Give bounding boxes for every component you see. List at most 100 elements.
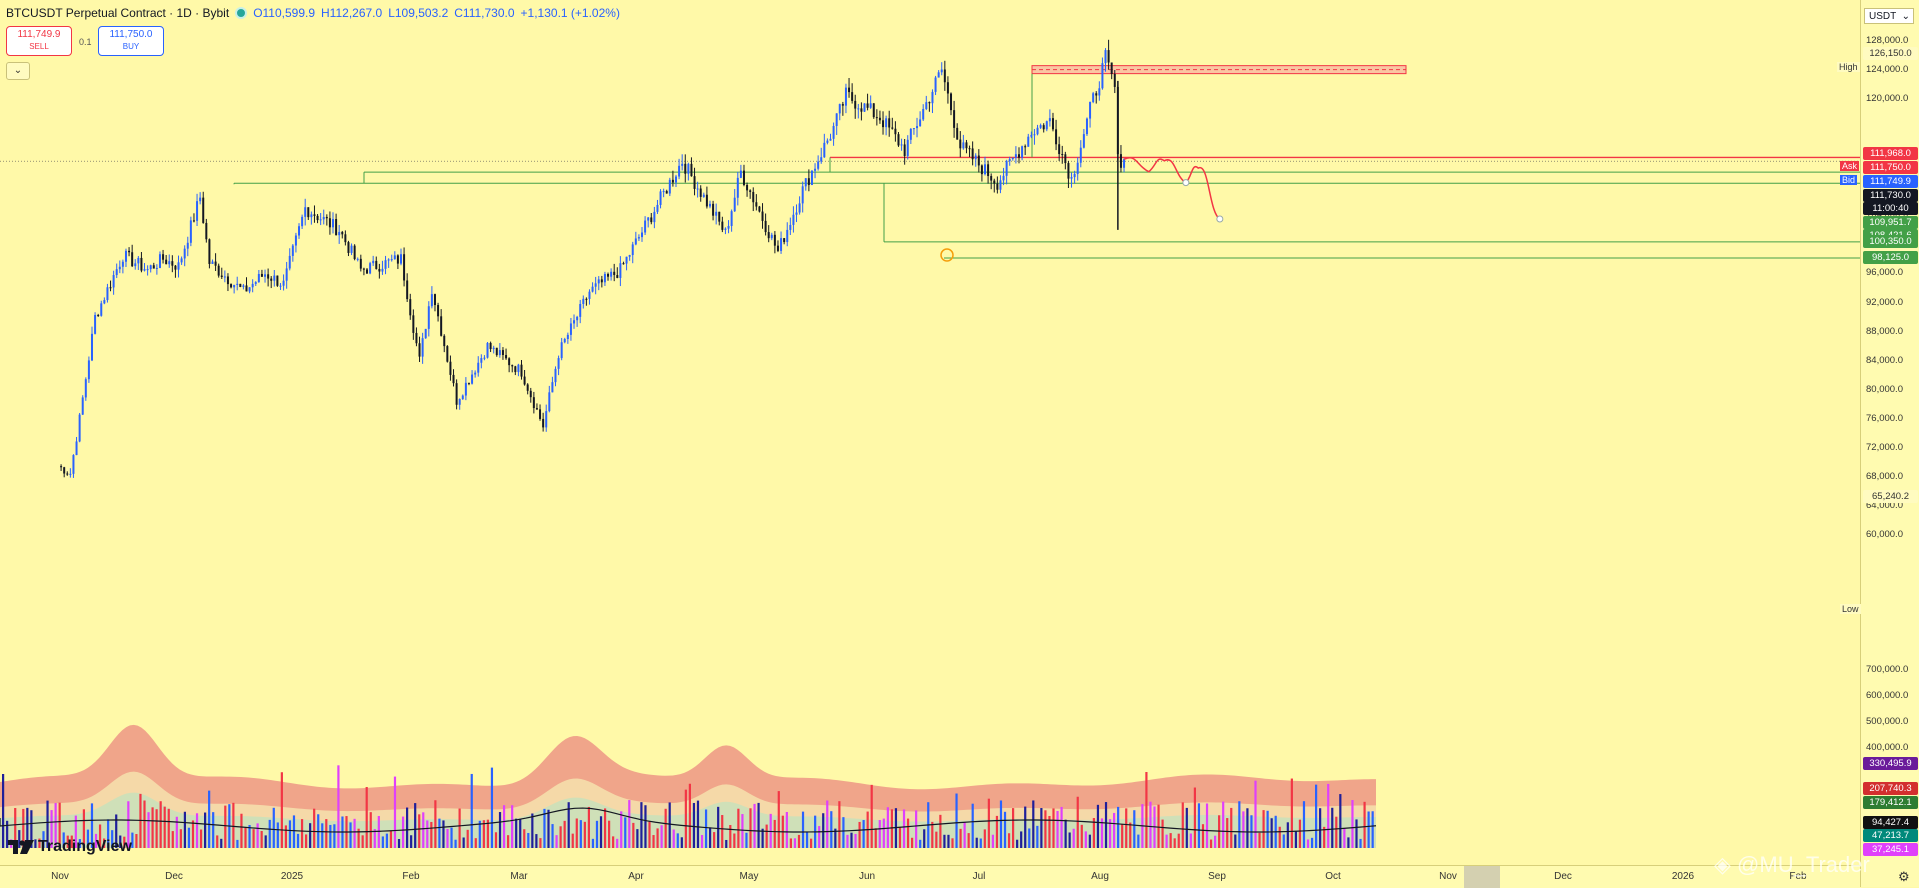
- volume-bar: [454, 839, 457, 848]
- volume-bar: [955, 793, 958, 848]
- candle-body: [619, 263, 622, 278]
- candle-body: [1123, 159, 1126, 168]
- time-tick-label: Aug: [1091, 871, 1109, 882]
- volume-bar: [1331, 807, 1334, 848]
- chart-svg[interactable]: [0, 0, 1860, 865]
- volume-bar: [1149, 801, 1152, 848]
- volume-bar: [127, 801, 130, 848]
- candle-body: [755, 202, 758, 207]
- volume-bar: [288, 820, 292, 848]
- volume-tick-label: 400,000.0: [1866, 742, 1909, 753]
- volume-bar: [935, 831, 938, 848]
- currency-selector[interactable]: USDT ⌄: [1864, 8, 1914, 24]
- price-tick-label: 80,000.0: [1866, 383, 1903, 395]
- candle-body: [199, 197, 202, 202]
- volume-bar: [70, 835, 73, 848]
- volume-bar: [232, 802, 235, 848]
- volume-bar: [676, 833, 679, 848]
- candle-body: [100, 303, 103, 316]
- candle-body: [529, 390, 532, 398]
- volume-bar: [805, 831, 809, 848]
- volume-bar: [268, 819, 271, 848]
- gear-icon[interactable]: ⚙: [1898, 869, 1910, 884]
- candle-body: [554, 368, 557, 383]
- candle-body: [325, 216, 328, 219]
- volume-tick-label: 600,000.0: [1866, 690, 1909, 701]
- candle-body: [304, 207, 307, 217]
- candle-body: [712, 203, 715, 216]
- candle-body: [310, 214, 313, 218]
- volume-bar: [765, 824, 768, 848]
- collapse-legend-button[interactable]: ⌄: [6, 62, 30, 80]
- volume-bar: [595, 820, 599, 848]
- candle-body: [758, 206, 761, 212]
- candle-body: [1085, 118, 1088, 135]
- candle-body: [171, 261, 174, 266]
- candle-body: [548, 392, 551, 412]
- candle-body: [925, 102, 928, 109]
- volume-bar: [365, 787, 368, 848]
- order-quantity[interactable]: 0.1: [79, 37, 92, 47]
- volume-bar: [1355, 819, 1358, 848]
- time-axis[interactable]: Nov Dec 2025 Feb Mar Apr May Jun Jul Aug Sep Oct Nov…: [0, 865, 1860, 888]
- candle-body: [248, 287, 251, 292]
- candle-body: [208, 239, 211, 264]
- candle-body: [526, 384, 529, 391]
- candle-body: [1082, 134, 1085, 148]
- volume-bar: [1113, 812, 1116, 848]
- sell-button[interactable]: 111,749.9 SELL: [6, 26, 72, 56]
- candle-body: [637, 237, 640, 239]
- volume-bar: [947, 834, 950, 848]
- volume-bar: [458, 808, 461, 848]
- volume-bar: [1343, 828, 1346, 848]
- volume-bar: [280, 772, 283, 848]
- volume-bar: [531, 813, 534, 848]
- candle-body: [162, 254, 165, 260]
- volume-bar: [373, 829, 376, 848]
- candle-body: [486, 342, 489, 358]
- volume-bar: [700, 834, 704, 848]
- candle-body: [724, 228, 727, 230]
- volume-bar: [672, 829, 675, 848]
- volume-bar: [640, 802, 643, 848]
- volume-bar: [1036, 825, 1039, 848]
- volume-bar: [2, 774, 5, 848]
- support-1-badge: 109,951.7: [1863, 216, 1918, 229]
- volume-bar: [1335, 816, 1338, 848]
- candle-body: [882, 120, 885, 128]
- tradingview-logo[interactable]: TradingView: [8, 838, 132, 856]
- volume-bar: [1315, 784, 1318, 848]
- candle-body: [628, 255, 631, 257]
- volume-bar: [131, 832, 134, 848]
- candle-body: [288, 255, 291, 269]
- time-range-highlight: [1464, 866, 1500, 888]
- candle-body: [1073, 173, 1076, 178]
- candle-body: [344, 234, 347, 243]
- candle-body: [97, 315, 100, 317]
- buy-button[interactable]: 111,750.0 BUY: [98, 26, 164, 56]
- candle-body: [384, 260, 387, 269]
- price-tick-label: 72,000.0: [1866, 441, 1903, 453]
- candle-body: [560, 342, 563, 359]
- candle-body: [798, 203, 801, 213]
- volume-bar: [1294, 831, 1297, 848]
- volume-bar: [260, 830, 263, 848]
- volume-bar: [329, 824, 332, 848]
- volume-bar: [236, 839, 239, 848]
- candle-body: [591, 286, 594, 292]
- candle-body: [752, 191, 755, 203]
- volume-bar: [406, 807, 409, 848]
- volume-bar: [494, 832, 498, 848]
- candle-body: [443, 335, 446, 347]
- volume-bar: [6, 820, 9, 848]
- candle-body: [177, 262, 180, 270]
- chart-title[interactable]: BTCUSDT Perpetual Contract · 1D · Bybit: [6, 6, 230, 20]
- chart-area[interactable]: [0, 0, 1860, 865]
- candle-body: [807, 178, 810, 186]
- volume-bar: [38, 838, 41, 848]
- candle-body: [307, 207, 310, 218]
- price-tick-label: 76,000.0: [1866, 412, 1903, 424]
- candle-body: [1048, 118, 1051, 122]
- volume-bar: [46, 800, 49, 848]
- bid-label: Bid: [1840, 175, 1858, 185]
